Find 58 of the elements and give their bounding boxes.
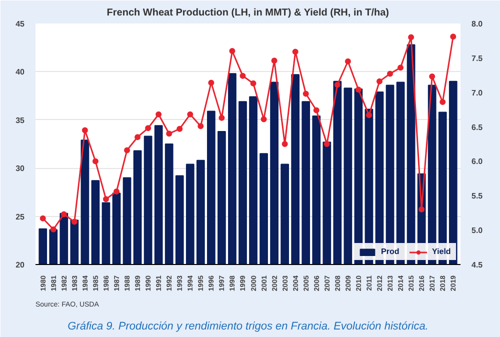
y-tick-label: 35	[16, 116, 26, 125]
point	[324, 141, 330, 147]
y2-tick-label: 8.0	[472, 20, 484, 28]
legend-label: Yield	[432, 247, 452, 256]
point	[408, 34, 414, 40]
point	[60, 211, 67, 218]
point	[240, 72, 246, 79]
point	[40, 215, 46, 222]
point	[198, 123, 204, 130]
y2-tick-label: 5.5	[472, 192, 484, 201]
point	[114, 188, 120, 195]
point	[166, 130, 172, 137]
y2-tick-label: 7.0	[472, 88, 484, 98]
y-tick-label: 25	[16, 212, 26, 222]
y2-tick-label: 4.5	[472, 260, 484, 270]
point	[292, 48, 298, 55]
point	[71, 218, 78, 225]
point	[102, 196, 109, 202]
point	[440, 99, 446, 105]
point	[376, 78, 382, 84]
point	[176, 126, 183, 132]
point	[82, 127, 88, 134]
point	[355, 86, 362, 93]
y2-tick-label: 5.0	[472, 226, 484, 236]
point	[218, 114, 225, 121]
point	[418, 206, 425, 212]
point	[134, 134, 141, 140]
legend-label: Prod	[381, 247, 400, 256]
point	[156, 111, 162, 118]
text: Gráfica 9. Producción y rendimiento trigos en Francia. Evolución histórica.	[68, 320, 428, 332]
y-tick-label: 45	[16, 20, 26, 28]
point	[366, 112, 372, 118]
chart-title: French Wheat Production (LH, in MMT) & Yield (RH, in T/ha)	[106, 8, 390, 18]
point	[250, 80, 256, 86]
y2-tick-label: 7.5	[472, 54, 484, 63]
point	[313, 107, 320, 114]
point	[344, 58, 351, 64]
point	[302, 90, 309, 97]
point	[271, 58, 278, 64]
y-tick-label: 30	[16, 164, 26, 174]
point	[145, 125, 152, 132]
point	[429, 74, 436, 80]
point	[208, 80, 214, 86]
point	[124, 147, 130, 154]
point	[229, 48, 236, 54]
point	[282, 141, 288, 147]
point	[334, 82, 340, 88]
point	[387, 70, 394, 77]
point	[450, 34, 456, 40]
y2-tick-label: 6.0	[472, 157, 484, 166]
y-tick-label: 40	[16, 68, 26, 77]
point	[398, 64, 404, 71]
point	[187, 111, 194, 118]
point	[260, 116, 267, 122]
point	[50, 226, 56, 232]
y-tick-label: 20	[16, 260, 26, 270]
y2-tick-label: 6.5	[472, 122, 484, 132]
point	[92, 158, 98, 164]
